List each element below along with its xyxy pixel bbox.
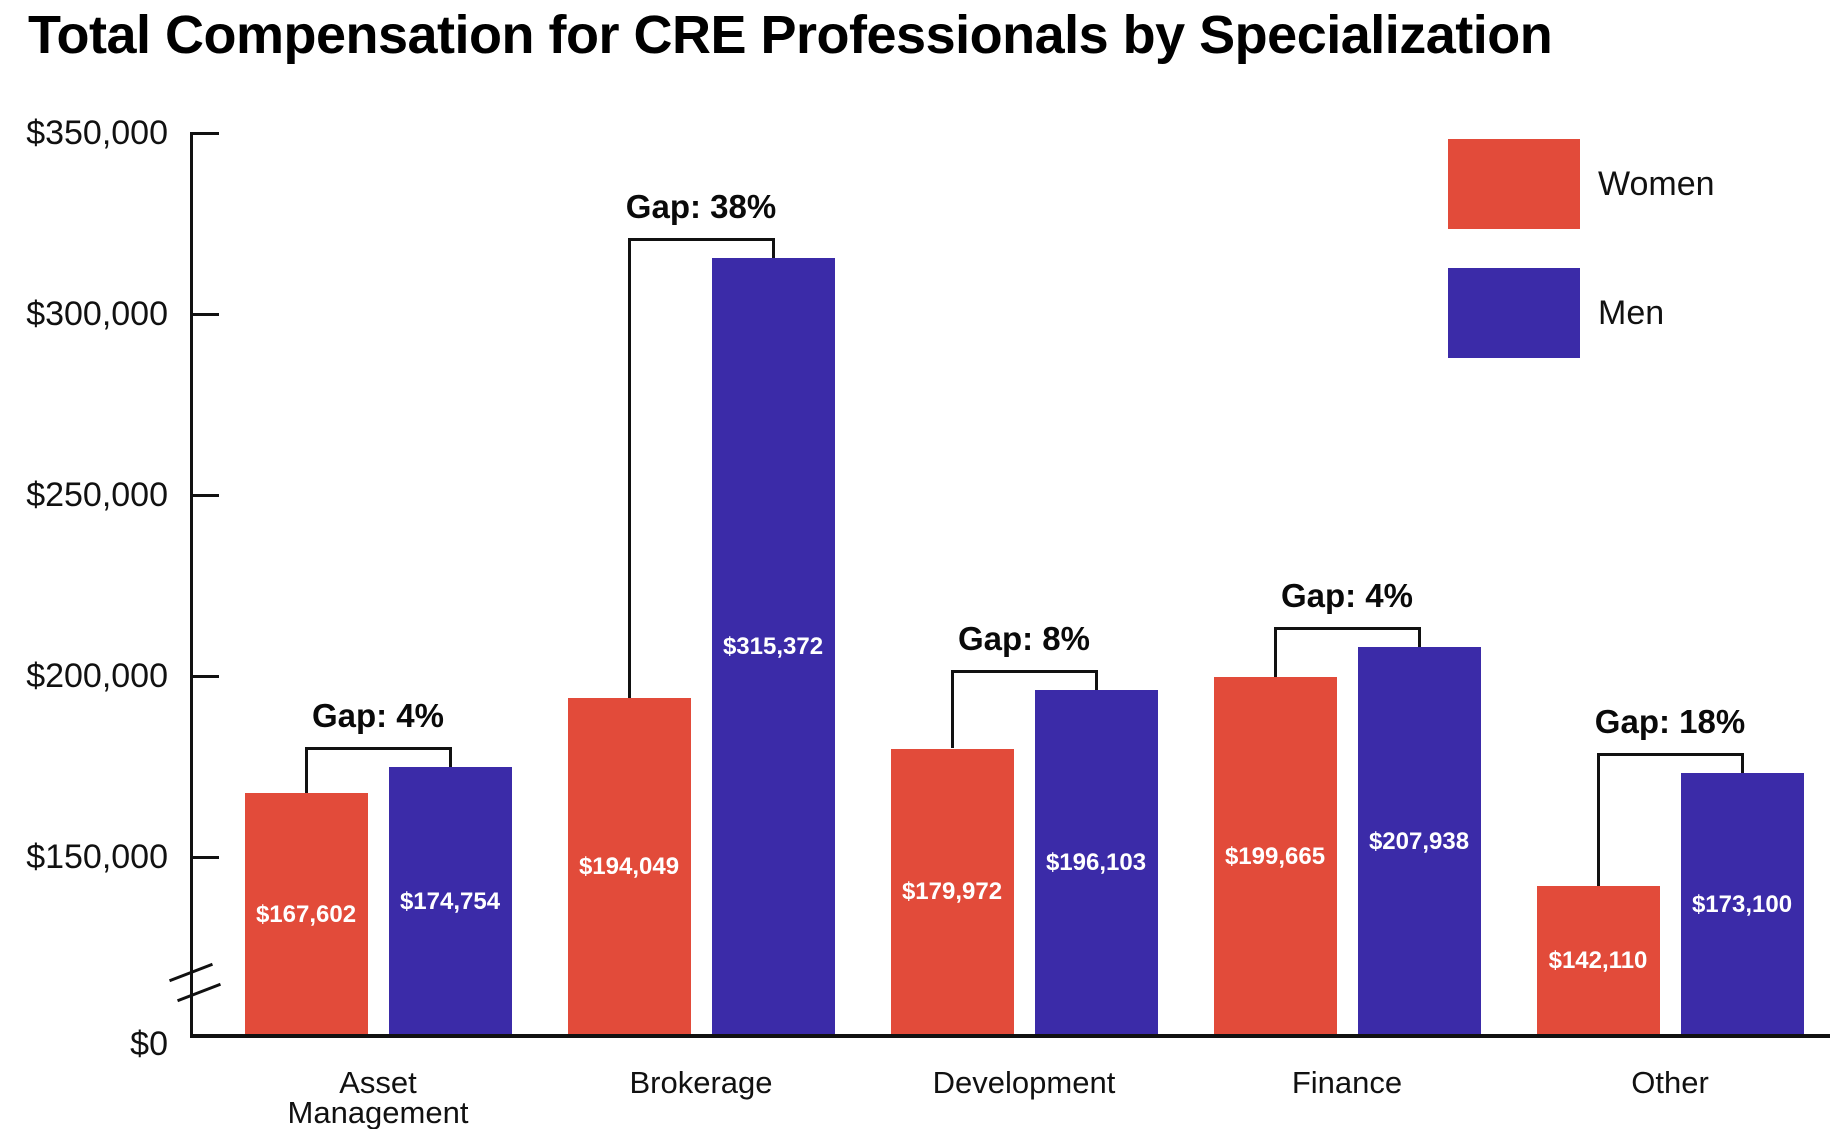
legend-swatch-men <box>1448 268 1580 358</box>
gap-label-1: Gap: 38% <box>625 188 777 226</box>
bar-women-4 <box>1536 885 1660 1036</box>
bar-men-1 <box>711 258 835 1036</box>
x-axis-category-1: Brokerage <box>629 1065 773 1100</box>
value-label-men-3: $207,938 <box>1368 827 1470 855</box>
gap-bracket-right-0 <box>448 747 452 768</box>
bar-women-2 <box>890 748 1014 1036</box>
y-axis-tick-1 <box>190 312 219 316</box>
bar-women-0 <box>244 793 368 1036</box>
y-axis-tick-label-1: $300,000 <box>26 295 168 333</box>
gap-bracket-right-4 <box>1740 753 1744 774</box>
x-axis-category-4: Other <box>1631 1065 1709 1100</box>
y-axis-tick-label-4: $150,000 <box>26 838 168 876</box>
value-label-men-2: $196,103 <box>1045 849 1147 877</box>
y-axis-tick-3 <box>190 674 219 678</box>
y-axis-tick-0 <box>190 131 219 135</box>
gap-label-3: Gap: 4% <box>1280 577 1414 615</box>
value-label-women-3: $199,665 <box>1224 842 1326 870</box>
gap-bracket-horizontal-1 <box>627 238 775 242</box>
gap-bracket-right-3 <box>1417 627 1421 648</box>
gap-bracket-horizontal-3 <box>1273 627 1421 631</box>
bar-men-0 <box>388 767 512 1036</box>
value-label-women-1: $194,049 <box>578 852 680 880</box>
y-axis-tick-2 <box>190 493 219 497</box>
bar-men-3 <box>1357 647 1481 1036</box>
gap-bracket-left-3 <box>1273 627 1277 678</box>
x-axis-category-0: Asset Management <box>287 1065 469 1129</box>
value-label-men-1: $315,372 <box>722 633 824 661</box>
gap-bracket-right-1 <box>771 238 775 259</box>
chart-title: Total Compensation for CRE Professionals… <box>28 5 1553 65</box>
gap-bracket-horizontal-0 <box>304 747 452 751</box>
value-label-women-0: $167,602 <box>255 900 357 928</box>
value-label-men-0: $174,754 <box>399 887 501 915</box>
y-axis-zero-label: $0 <box>130 1025 168 1063</box>
gap-bracket-right-2 <box>1094 670 1098 691</box>
legend-label-men: Men <box>1598 294 1665 332</box>
value-label-women-4: $142,110 <box>1548 946 1648 974</box>
y-axis-tick-label-3: $200,000 <box>26 657 168 695</box>
y-axis-tick-label-0: $350,000 <box>26 114 168 152</box>
gap-label-0: Gap: 4% <box>311 697 445 735</box>
bar-women-3 <box>1213 677 1337 1036</box>
axis-break-slash-lower <box>176 982 222 1003</box>
gap-bracket-left-4 <box>1596 753 1600 886</box>
gap-bracket-left-0 <box>304 747 308 794</box>
y-axis-tick-label-2: $250,000 <box>26 476 168 514</box>
legend-swatch-women <box>1448 139 1580 229</box>
gap-label-4: Gap: 18% <box>1594 703 1746 741</box>
x-axis-category-2: Development <box>932 1065 1116 1100</box>
y-axis-line <box>190 133 193 1036</box>
value-label-men-4: $173,100 <box>1691 890 1793 918</box>
gap-bracket-left-1 <box>627 238 631 698</box>
bar-men-2 <box>1034 690 1158 1036</box>
y-axis-tick-4 <box>190 855 219 859</box>
gap-bracket-left-2 <box>950 670 954 749</box>
legend-label-women: Women <box>1598 165 1715 203</box>
gap-bracket-horizontal-2 <box>950 670 1098 674</box>
gap-bracket-horizontal-4 <box>1596 753 1744 757</box>
bar-men-4 <box>1680 773 1804 1036</box>
gap-label-2: Gap: 8% <box>957 620 1091 658</box>
x-axis-line <box>190 1034 1830 1038</box>
x-axis-category-3: Finance <box>1291 1065 1403 1100</box>
value-label-women-2: $179,972 <box>901 878 1003 906</box>
bar-women-1 <box>567 697 691 1036</box>
